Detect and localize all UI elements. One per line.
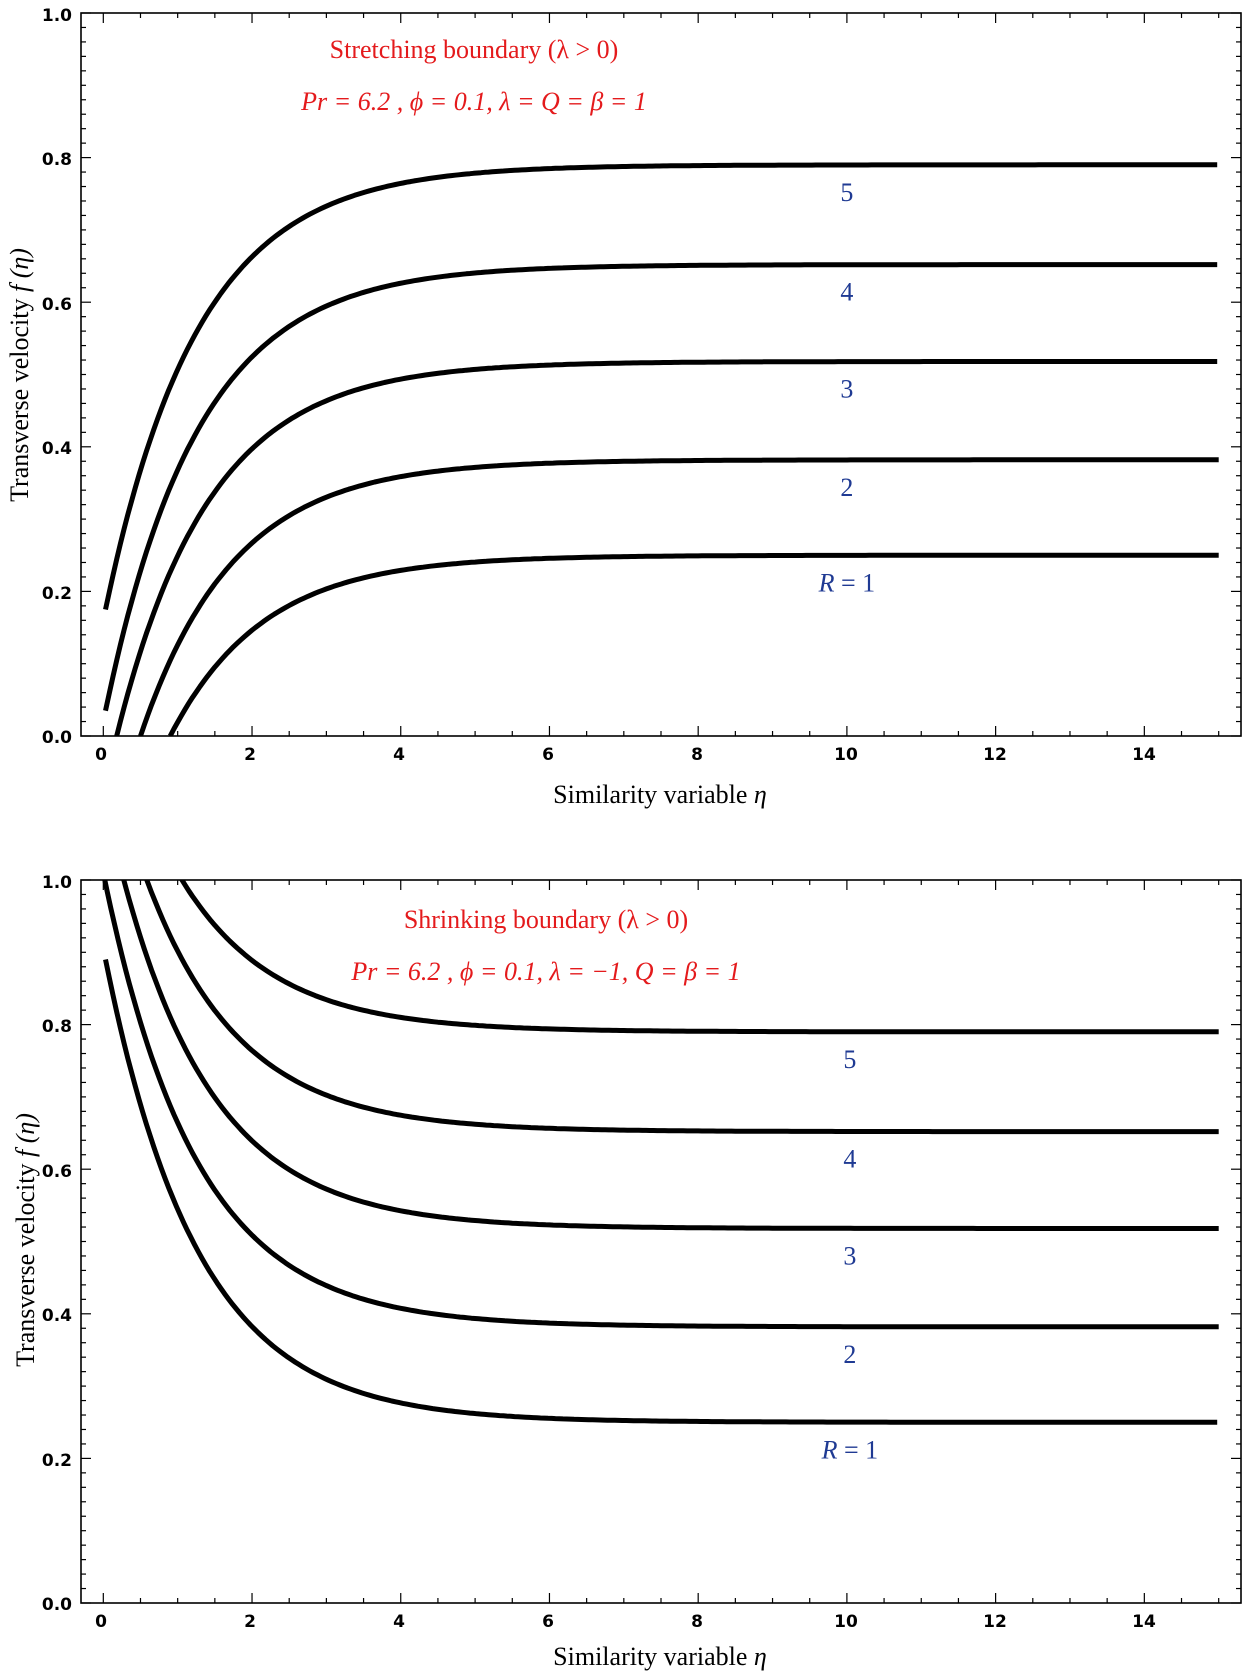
x-tick-label: 0 [95,1612,107,1632]
y-tick-labels: 0.0 0.2 0.4 0.6 0.8 1.0 [42,873,72,1615]
series-label: 4 [843,1145,856,1174]
x-tick-label: 10 [834,1612,858,1632]
x-tick-label: 14 [1132,745,1156,765]
y-tick-labels: 0.0 0.2 0.4 0.6 0.8 1.0 [42,6,72,748]
series-label: 3 [840,374,853,403]
x-tick-label: 8 [691,745,703,765]
series-line [103,958,1218,1425]
x-tick-label: 4 [393,745,405,765]
y-tick-label: 0.0 [42,1595,72,1615]
series-line [103,262,1218,712]
series-line [144,880,1219,1135]
annotation-params: Pr = 6.2 , ϕ = 0.1, λ = Q = β = 1 [300,87,647,116]
chart-shrinking: 0.0 0.2 0.4 0.6 0.8 1.0 0 2 4 6 8 10 12 … [11,873,1242,1671]
x-axis-label: Similarity variable η [553,780,767,809]
x-tick-label: 6 [542,1612,554,1632]
x-tick-label: 4 [393,1612,405,1632]
y-tick-label: 0.0 [42,728,72,748]
y-axis-label: Transverse velocity f (η) [5,248,34,502]
annotation-title: Shrinking boundary (λ > 0) [404,905,688,934]
y-tick-label: 0.8 [42,150,72,170]
x-tick-label: 12 [983,1612,1007,1632]
series-label: 5 [843,1045,856,1074]
y-tick-label: 0.4 [42,439,72,459]
series-line [103,162,1218,611]
x-axis-label: Similarity variable η [553,1642,767,1671]
series-label: 2 [843,1340,856,1369]
series-line [179,880,1219,1035]
series-line [121,880,1219,1231]
x-tick-label: 2 [244,1612,256,1632]
series-line [167,552,1219,736]
chart-stretching: 0.0 0.2 0.4 0.6 0.8 1.0 0 2 4 6 8 10 12 … [5,6,1242,809]
x-tick-label: 10 [834,745,858,765]
x-tick-label: 2 [244,745,256,765]
x-tick-labels: 0 2 4 6 8 10 12 14 [95,1612,1156,1632]
x-tick-label: 6 [542,745,554,765]
series-line [138,457,1219,736]
y-tick-label: 1.0 [42,873,72,893]
y-tick-label: 0.2 [42,584,72,604]
x-tick-label: 12 [983,745,1007,765]
y-tick-label: 1.0 [42,6,72,26]
series-label: 2 [840,473,853,502]
x-tick-label: 8 [691,1612,703,1632]
series-curves [102,880,1219,1425]
tick-marks [81,12,1241,737]
y-axis-label: Transverse velocity f (η) [11,1113,40,1367]
y-tick-label: 0.4 [42,1306,72,1326]
series-label: R = 1 [818,568,876,597]
series-line [102,880,1219,1330]
series-label: 4 [840,278,853,307]
series-label: R = 1 [821,1435,879,1464]
x-tick-labels: 0 2 4 6 8 10 12 14 [95,745,1156,765]
series-labels: R = 1 2 3 4 5 [818,178,876,597]
y-tick-label: 0.2 [42,1451,72,1471]
y-tick-label: 0.8 [42,1017,72,1037]
y-tick-label: 0.6 [42,295,72,315]
y-tick-label: 0.6 [42,1162,72,1182]
series-labels: R = 1 2 3 4 5 [821,1045,879,1464]
x-tick-label: 0 [95,745,107,765]
annotation-params: Pr = 6.2 , ϕ = 0.1, λ = −1, Q = β = 1 [350,957,740,986]
tick-marks [81,879,1241,1604]
annotation-title: Stretching boundary (λ > 0) [330,35,619,64]
series-line [114,359,1218,736]
series-label: 5 [840,178,853,207]
plot-frame [80,879,1242,1604]
series-label: 3 [843,1241,856,1270]
series-curves [103,162,1219,736]
x-tick-label: 14 [1132,1612,1156,1632]
